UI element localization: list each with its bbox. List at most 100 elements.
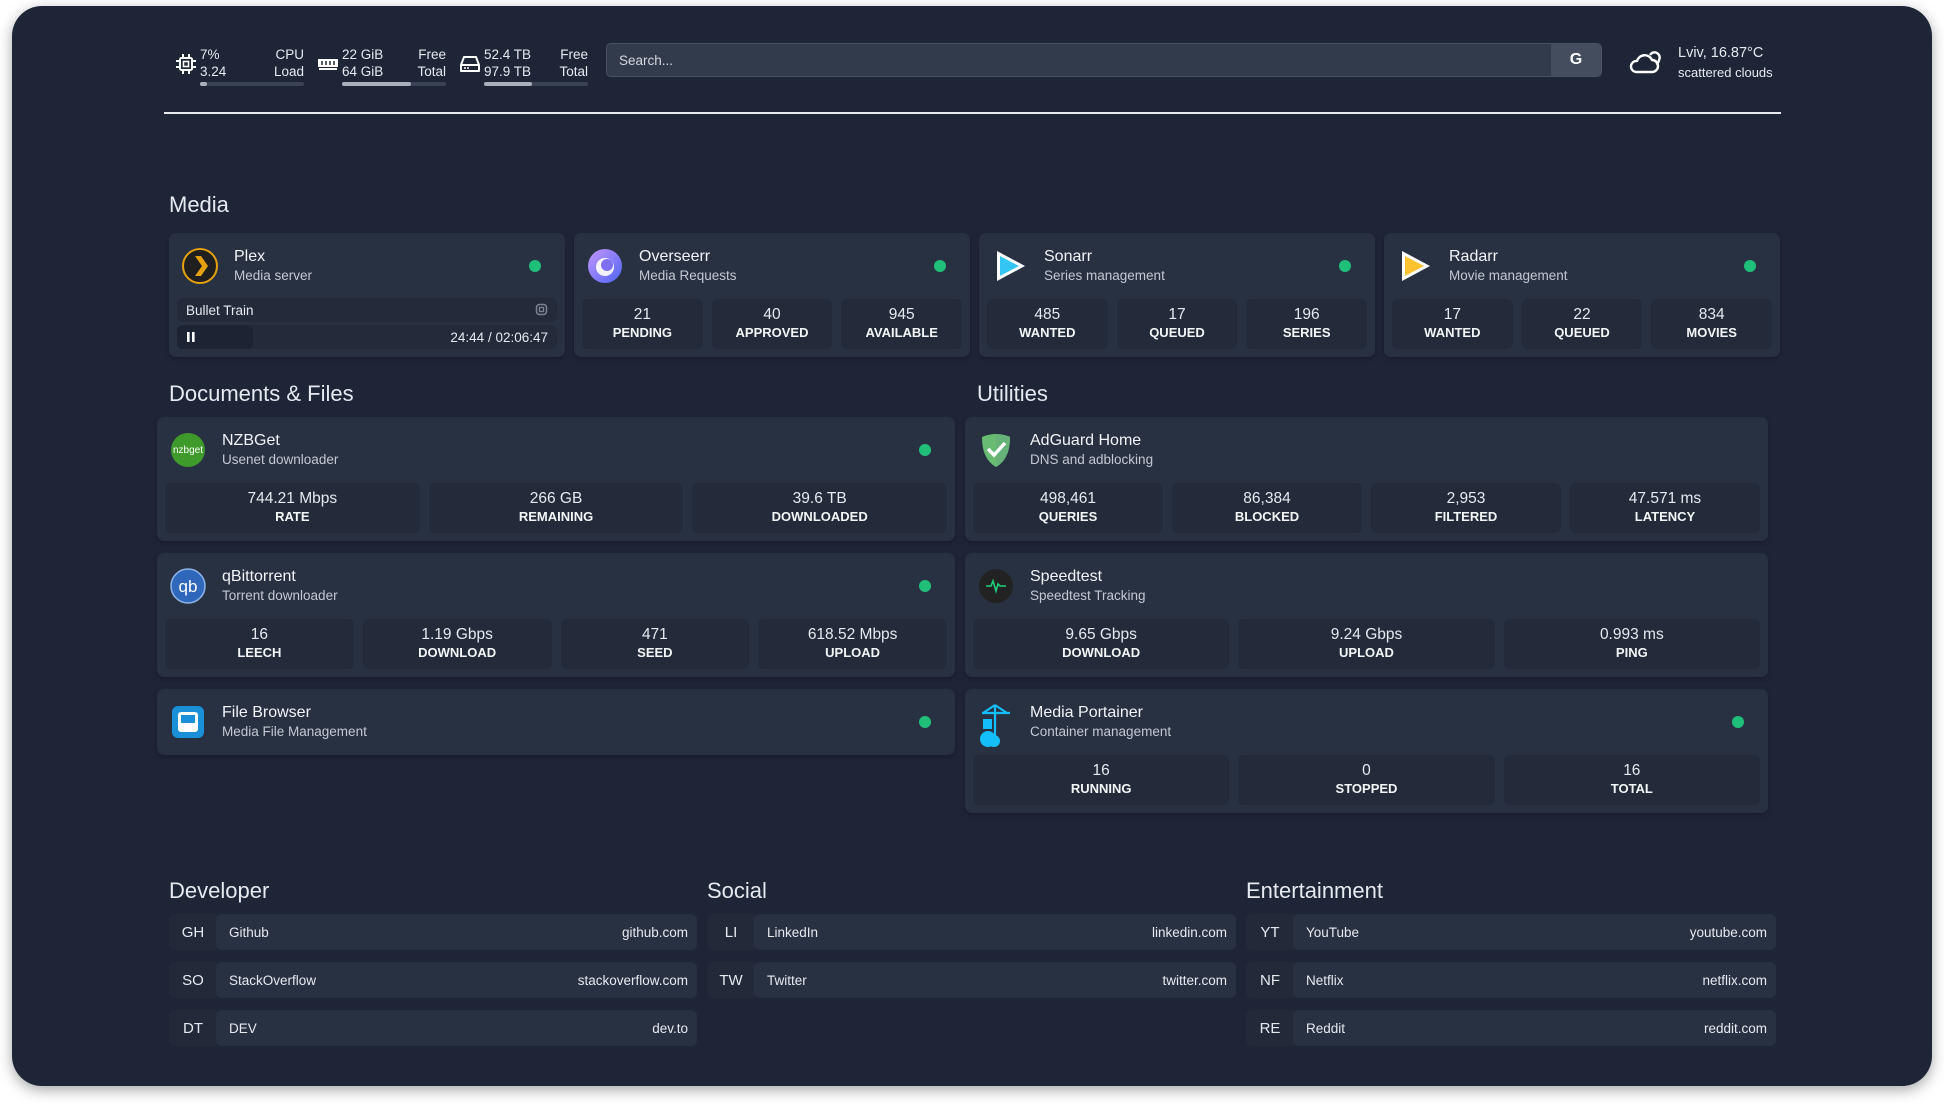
service-subtitle: Container management [1030, 724, 1172, 739]
stat-value: 471 [641, 626, 668, 643]
cpu-icon [176, 54, 196, 74]
bookmark-github[interactable]: GH Github github.com [169, 914, 697, 950]
bookmark-name: StackOverflow [229, 972, 317, 988]
bookmark-twitter[interactable]: TW Twitter twitter.com [707, 962, 1236, 998]
stat-label: SEED [637, 645, 673, 660]
stat-label: QUEUED [1149, 325, 1205, 340]
service-card-radarr[interactable]: Radarr Movie management 17 WANTED 22 QUEUED 8… [1384, 233, 1780, 357]
service-title: NZBGet [222, 432, 280, 449]
stat-label: DOWNLOAD [1062, 645, 1141, 660]
stat-label: DOWNLOAD [418, 645, 497, 660]
service-subtitle: Media server [234, 268, 313, 283]
stat-block: 2,953 FILTERED [1371, 483, 1561, 533]
search-input[interactable] [607, 44, 1547, 76]
bookmark-youtube[interactable]: YT YouTube youtube.com [1246, 914, 1776, 950]
stat-value: 945 [888, 306, 915, 323]
bookmark-abbr: SO [169, 962, 217, 998]
stat-value: 47.571 ms [1628, 490, 1702, 507]
stat-label: QUEUED [1554, 325, 1610, 340]
service-subtitle: DNS and adblocking [1030, 452, 1154, 467]
service-title: Plex [234, 248, 266, 265]
service-card-qbittorrent[interactable]: qb qBittorrent Torrent downloader 16 LEECH… [157, 553, 955, 677]
service-title: Overseerr [639, 248, 711, 265]
stat-value: 0.993 ms [1599, 626, 1664, 643]
stats-row: 744.21 Mbps RATE 266 GB REMAINING 39.6 TB DOW… [165, 483, 948, 533]
file-browser-icon [169, 703, 207, 741]
disk-value-secondary: 97.9 TB [484, 64, 532, 79]
service-title: File Browser [222, 704, 311, 721]
bookmark-netflix[interactable]: NF Netflix netflix.com [1246, 962, 1776, 998]
stat-label: BLOCKED [1234, 509, 1300, 524]
disk-usage-bar [484, 82, 588, 86]
bookmark-name: Netflix [1306, 972, 1344, 988]
service-title: Speedtest [1030, 568, 1103, 585]
stat-label: UPLOAD [825, 645, 881, 660]
stat-value: 16 [1092, 762, 1110, 779]
service-card-portainer[interactable]: Media Portainer Container management 16 RU… [965, 689, 1768, 813]
stat-block: 471 SEED [560, 619, 750, 669]
ram-label-primary: Free [418, 47, 446, 62]
weather-description: scattered clouds [1678, 65, 1773, 80]
service-card-adguard[interactable]: AdGuard Home DNS and adblocking 498,461 QU… [965, 417, 1768, 541]
ram-labels: Free Total [417, 46, 446, 80]
bookmark-url: stackoverflow.com [577, 972, 688, 988]
bookmark-dev[interactable]: DT DEV dev.to [169, 1010, 697, 1046]
disk-values: 52.4 TB 97.9 TB [484, 46, 531, 80]
playback-row: 24:44 / 02:06:47 [177, 325, 557, 349]
stat-label: UPLOAD [1339, 645, 1394, 660]
status-indicator [529, 260, 541, 272]
cpu-value-secondary: 3.24 [200, 64, 227, 79]
bookmark-abbr: YT [1246, 914, 1294, 950]
stat-block: 945 AVAILABLE [841, 299, 963, 349]
stat-block: 744.21 Mbps RATE [165, 483, 420, 533]
stat-label: QUERIES [1038, 509, 1098, 524]
bookmark-group-title: Developer [169, 878, 270, 903]
stat-value: 16 [1623, 762, 1641, 779]
stat-block: 498,461 QUERIES [973, 483, 1163, 533]
speedtest-pulse-icon [977, 567, 1015, 605]
service-card-sonarr[interactable]: Sonarr Series management 485 WANTED 17 QUEUE… [979, 233, 1375, 357]
stat-label: RATE [275, 509, 310, 524]
bookmark-stackoverflow[interactable]: SO StackOverflow stackoverflow.com [169, 962, 697, 998]
stats-row: 16 LEECH 1.19 Gbps DOWNLOAD 471 SEED 618.52 Mb… [165, 619, 947, 669]
bookmark-body: YouTube youtube.com [1293, 914, 1776, 950]
transcode-icon [535, 303, 548, 316]
status-indicator [919, 716, 931, 728]
service-card-overseerr[interactable]: Overseerr Media Requests 21 PENDING 40 APPRO… [574, 233, 970, 357]
stat-block: 17 QUEUED [1116, 299, 1238, 349]
playback-time: 24:44 / 02:06:47 [450, 330, 548, 345]
stats-row: 9.65 Gbps DOWNLOAD 9.24 Gbps UPLOAD 0.993 ms… [973, 619, 1760, 669]
stat-block: 0 STOPPED [1238, 755, 1495, 805]
service-card-nzbget[interactable]: nzbget NZBGet Usenet downloader 744.21 Mb… [157, 417, 955, 541]
disk-label-primary: Free [560, 47, 588, 62]
service-card-plex[interactable]: Plex Media server Bullet Train 24:44 / 0… [169, 233, 565, 357]
stat-value: 17 [1168, 306, 1186, 323]
search-engine-button[interactable]: G [1551, 44, 1601, 76]
disk-usage-fill [484, 82, 532, 86]
stats-row: 485 WANTED 17 QUEUED 196 SERIES [987, 299, 1368, 349]
stat-block: 834 MOVIES [1651, 299, 1773, 349]
section-title-documents: Documents & Files [169, 381, 354, 406]
svg-text:qb: qb [179, 577, 198, 596]
stat-value: 834 [1698, 306, 1725, 323]
service-card-filebrowser[interactable]: File Browser Media File Management [157, 689, 955, 755]
hard-drive-icon [460, 56, 480, 72]
ram-label-secondary: Total [417, 64, 446, 79]
pause-icon[interactable] [186, 332, 196, 342]
bookmark-group-social: Social LI LinkedIn linkedin.com TW Twitte… [707, 878, 1236, 998]
stat-value: 86,384 [1243, 490, 1291, 507]
stat-label: REMAINING [518, 509, 594, 524]
bookmark-body: LinkedIn linkedin.com [754, 914, 1236, 950]
stat-label: LEECH [237, 645, 282, 660]
bookmark-body: Netflix netflix.com [1293, 962, 1776, 998]
section-title-media: Media [169, 192, 229, 217]
stats-row: 17 WANTED 22 QUEUED 834 MOVIES [1392, 299, 1773, 349]
stat-label: MOVIES [1686, 325, 1737, 340]
cpu-value-primary: 7% [200, 47, 220, 62]
stat-value: 485 [1034, 306, 1061, 323]
bookmark-reddit[interactable]: RE Reddit reddit.com [1246, 1010, 1776, 1046]
stat-block: 21 PENDING [582, 299, 703, 349]
disk-label-secondary: Total [559, 64, 588, 79]
bookmark-linkedin[interactable]: LI LinkedIn linkedin.com [707, 914, 1236, 950]
service-card-speedtest[interactable]: Speedtest Speedtest Tracking 9.65 Gbps DOW… [965, 553, 1768, 677]
